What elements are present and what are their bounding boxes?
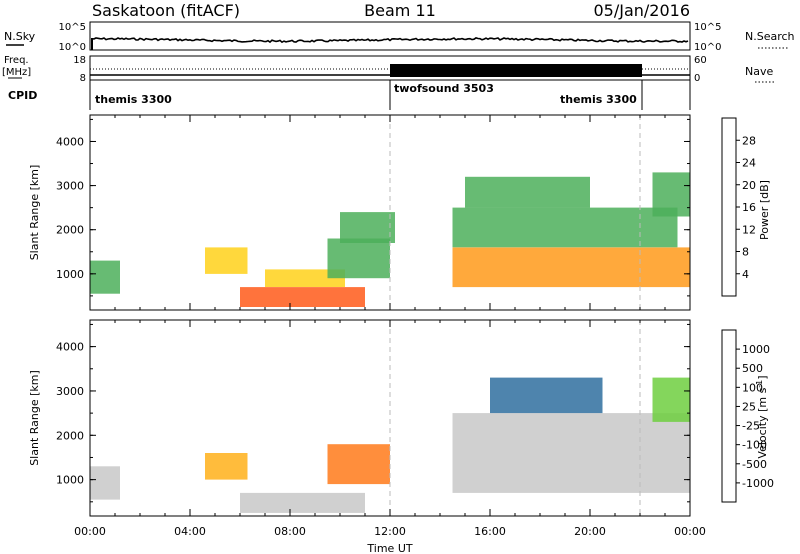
power-echo-region-4 bbox=[265, 269, 345, 287]
power-echo-region-6 bbox=[340, 212, 395, 243]
cpid-mode-2: twofsound 3503 bbox=[394, 82, 494, 95]
cpid-label: CPID bbox=[8, 89, 37, 102]
beam-title: Beam 11 bbox=[364, 1, 436, 20]
power-colorbar-tick-label: 12 bbox=[742, 223, 756, 236]
cpid-mode-3: themis 3300 bbox=[560, 93, 637, 106]
station-title: Saskatoon (fitACF) bbox=[92, 1, 240, 20]
power-colorbar: 4 8 12 16 20 24 28 bbox=[721, 117, 756, 297]
velocity-colorbar-tick-label: 100 bbox=[742, 381, 763, 394]
velocity-colorbar-tick-label: 25 bbox=[742, 400, 756, 413]
power-colorbar-tick-label: 16 bbox=[742, 201, 756, 214]
velocity-y-tick-label: 2000 bbox=[56, 429, 84, 442]
power-echo-region-2 bbox=[205, 247, 248, 274]
nsky-left-tick-top: 10^5 bbox=[59, 22, 86, 33]
nsky-panel-frame bbox=[89, 21, 691, 51]
freq-tick-bottom: 8 bbox=[80, 73, 86, 84]
power-echo-region-5 bbox=[327, 238, 390, 279]
power-y-axis-label: Slant Range [km] bbox=[28, 165, 41, 261]
power-colorbar-tick-label: 28 bbox=[742, 134, 756, 147]
freq-units-label: [MHz] bbox=[2, 67, 31, 78]
power-colorbar-tick-label: 20 bbox=[742, 179, 756, 192]
velocity-y-tick-label: 1000 bbox=[56, 474, 84, 487]
power-y-tick-label: 3000 bbox=[56, 180, 84, 193]
nsky-right-tick-top: 10^5 bbox=[694, 22, 721, 33]
time-tick-label: 04:00 bbox=[174, 525, 206, 538]
power-colorbar-frame bbox=[721, 117, 737, 297]
velocity-colorbar-tick-label: -1000 bbox=[742, 477, 774, 490]
power-echo-region-3 bbox=[240, 287, 365, 307]
freq-dense-block bbox=[390, 64, 642, 77]
velocity-echo-region-4 bbox=[327, 444, 390, 485]
velocity-echo-region-6 bbox=[490, 377, 603, 414]
time-tick-label: 16:00 bbox=[474, 525, 506, 538]
nsky-left-tick-bottom: 10^0 bbox=[59, 42, 86, 53]
velocity-colorbar: 1000 500 100 25 -25 -100 -500 -1000 bbox=[721, 329, 774, 503]
velocity-y-tick-label: 3000 bbox=[56, 385, 84, 398]
time-tick-label: 20:00 bbox=[574, 525, 606, 538]
nave-label: Nave bbox=[745, 65, 773, 78]
nsky-right-tick-bottom: 10^0 bbox=[694, 42, 721, 53]
cpid-mode-1: themis 3300 bbox=[95, 93, 172, 106]
time-tick-label: 00:00 bbox=[74, 525, 106, 538]
freq-label: Freq. bbox=[4, 55, 29, 66]
velocity-colorbar-tick-label: -25 bbox=[742, 420, 760, 433]
power-scale-label: Power [dB] bbox=[758, 180, 771, 240]
power-colorbar-tick-label: 8 bbox=[742, 246, 749, 259]
velocity-echo-region-3 bbox=[240, 492, 365, 513]
time-tick-label: 08:00 bbox=[274, 525, 306, 538]
power-echo-region-1 bbox=[90, 260, 120, 294]
velocity-panel: 1000 2000 3000 4000 Slant Range [km] bbox=[28, 319, 691, 517]
power-colorbar-tick-label: 24 bbox=[742, 157, 756, 170]
power-echo-region-10 bbox=[652, 172, 690, 217]
power-echo-region-7 bbox=[452, 247, 690, 288]
power-y-tick-label: 1000 bbox=[56, 268, 84, 281]
time-tick-label: 12:00 bbox=[374, 525, 406, 538]
nsky-trace bbox=[91, 37, 689, 44]
power-echo-region-9 bbox=[465, 176, 590, 208]
power-echo-region-8 bbox=[452, 207, 678, 248]
nave-tick-bottom: 0 bbox=[694, 73, 700, 84]
nsky-label: N.Sky bbox=[4, 30, 36, 43]
power-y-tick-label: 2000 bbox=[56, 224, 84, 237]
velocity-colorbar-tick-label: 1000 bbox=[742, 343, 770, 356]
time-tick-label: 00:00 bbox=[674, 525, 706, 538]
velocity-y-axis-label: Slant Range [km] bbox=[28, 370, 41, 466]
velocity-colorbar-tick-label: -500 bbox=[742, 458, 767, 471]
velocity-scale-label-sup: -1 bbox=[755, 380, 764, 388]
velocity-echo-region-2 bbox=[205, 453, 248, 480]
freq-tick-top: 18 bbox=[73, 55, 86, 66]
velocity-echo-region-1 bbox=[90, 466, 120, 500]
velocity-colorbar-tick-label: 500 bbox=[742, 362, 763, 375]
time-axis-ticks: 00:00 04:00 08:00 12:00 16:00 20:00 00:00 bbox=[74, 525, 706, 538]
time-axis-label: Time UT bbox=[366, 542, 412, 554]
velocity-scale-label-main: Velocity [m s bbox=[756, 387, 769, 458]
velocity-scale-label: Velocity [m s-1] bbox=[755, 375, 769, 458]
power-colorbar-tick-label: 4 bbox=[742, 268, 749, 281]
nave-tick-top: 60 bbox=[694, 55, 707, 66]
velocity-colorbar-tick-label: -100 bbox=[742, 439, 767, 452]
velocity-echo-region-5 bbox=[452, 413, 690, 493]
velocity-scale-label-end: ] bbox=[756, 375, 769, 379]
date-title: 05/Jan/2016 bbox=[593, 1, 690, 20]
velocity-echo-region-7 bbox=[652, 377, 690, 422]
velocity-y-tick-label: 4000 bbox=[56, 341, 84, 354]
power-y-tick-label: 4000 bbox=[56, 135, 84, 148]
nsearch-label: N.Search bbox=[745, 30, 795, 43]
velocity-colorbar-frame bbox=[721, 329, 737, 503]
power-panel: 1000 2000 3000 4000 Slant Range [km] bbox=[28, 114, 691, 311]
